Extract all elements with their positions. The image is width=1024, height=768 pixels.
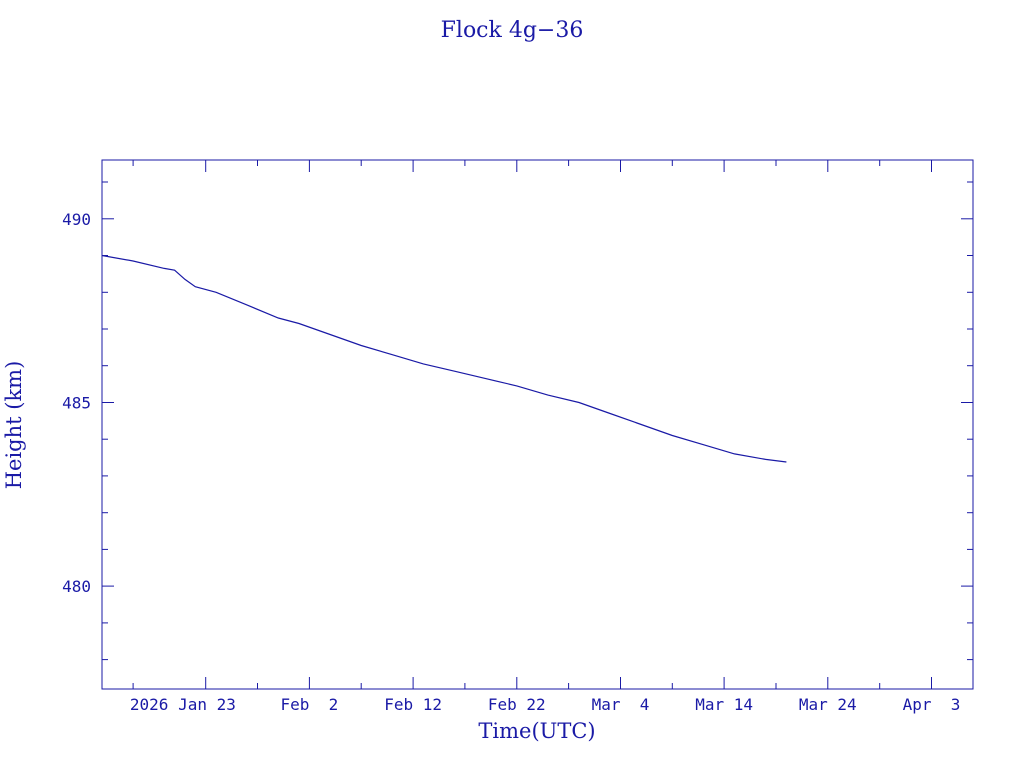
x-axis-title: Time(UTC) xyxy=(478,719,595,743)
y-tick-label: 490 xyxy=(62,210,91,229)
x-tick-label: Feb 12 xyxy=(384,695,442,714)
y-axis: 480 485 490 xyxy=(62,181,973,661)
x-tick-label: Mar 14 xyxy=(695,695,753,714)
chart-title: Flock 4g−36 xyxy=(441,18,584,43)
series-layer xyxy=(101,254,787,463)
x-tick-label: Apr 3 xyxy=(903,695,961,714)
x-axis: 2026 Jan 23 Feb 2 Feb 12 Feb 22 Mar 4 Mar 14 M… xyxy=(130,160,960,714)
y-tick-label: 480 xyxy=(62,577,91,596)
x-tick-label: Mar 4 xyxy=(592,695,650,714)
x-tick-label: Feb 2 xyxy=(281,695,339,714)
x-tick-label: 2026 Jan 23 xyxy=(130,695,236,714)
series-line xyxy=(101,254,787,463)
x-tick-label: Mar 24 xyxy=(799,695,857,714)
x-tick-label: Feb 22 xyxy=(488,695,546,714)
y-axis-title: Height (km) xyxy=(2,361,26,490)
y-tick-label: 485 xyxy=(62,394,91,413)
plot-frame xyxy=(101,159,974,690)
